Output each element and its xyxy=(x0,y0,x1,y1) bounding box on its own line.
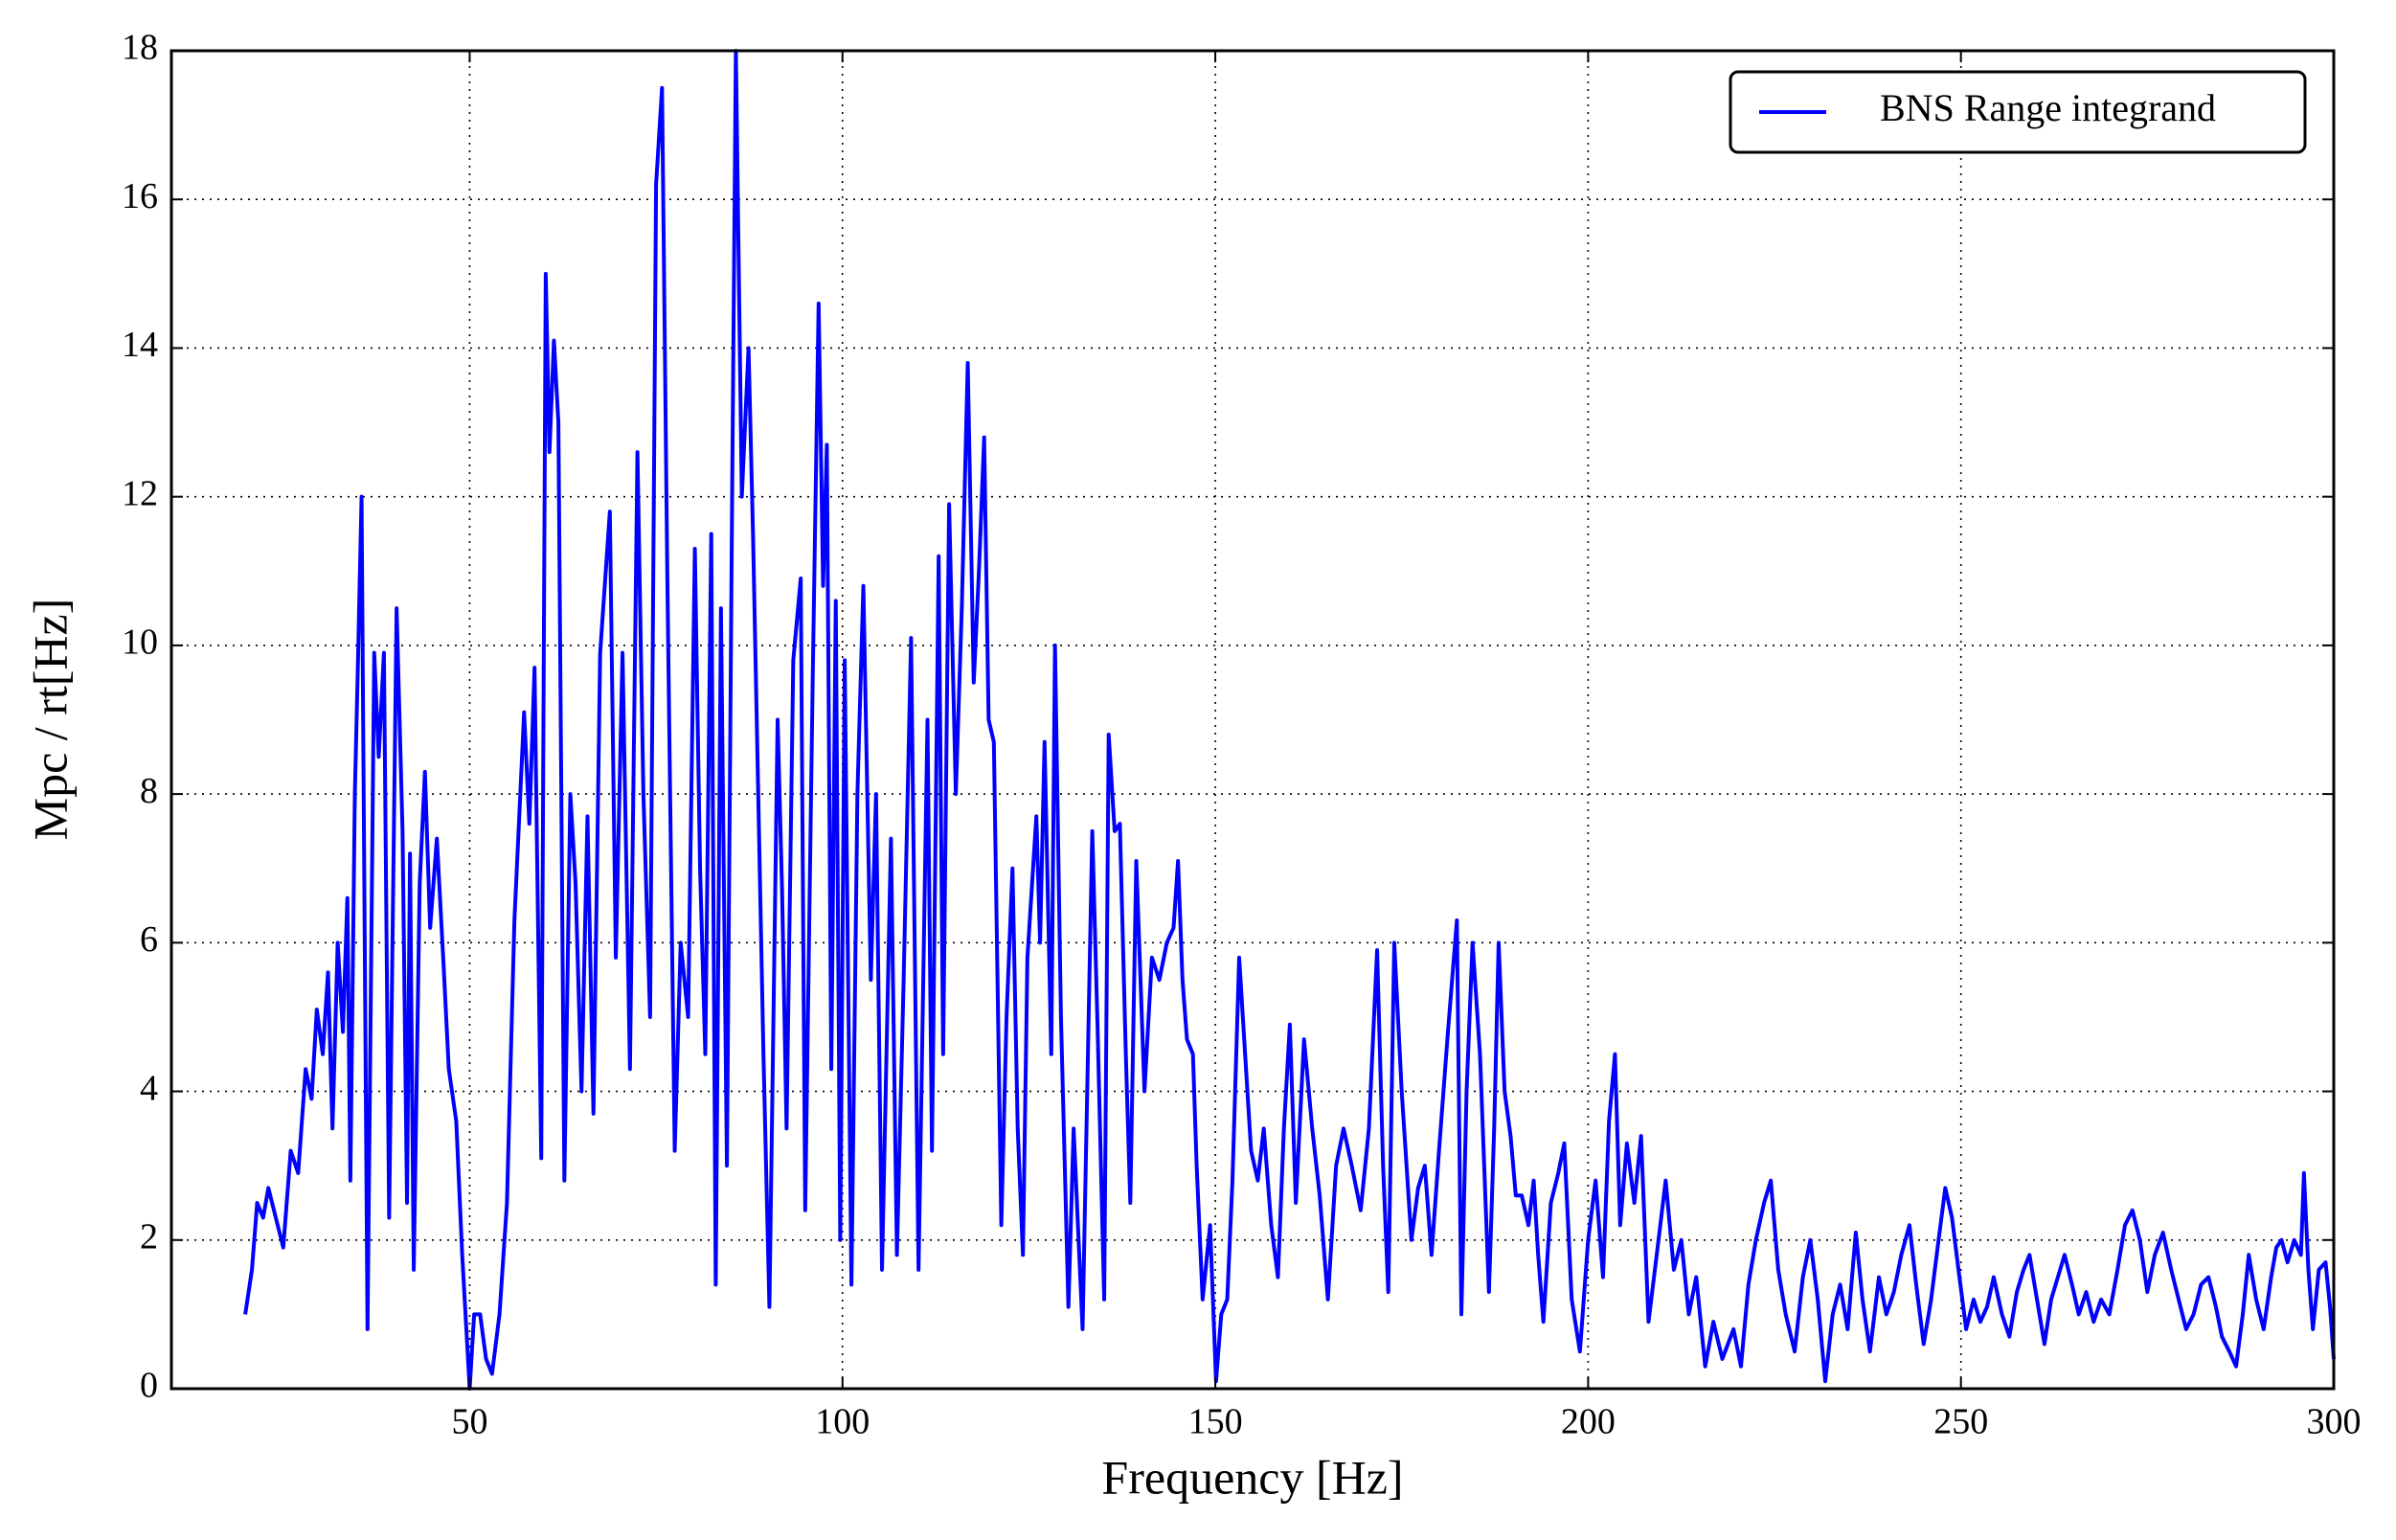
y-tick-label: 14 xyxy=(122,325,158,365)
y-tick-label: 18 xyxy=(122,28,158,68)
x-tick-label: 200 xyxy=(1561,1402,1616,1442)
x-tick-label: 150 xyxy=(1188,1402,1243,1442)
x-tick-label: 50 xyxy=(451,1402,487,1442)
y-tick-label: 4 xyxy=(140,1068,158,1108)
legend-box xyxy=(1729,70,2307,154)
x-tick-label: 250 xyxy=(1933,1402,1988,1442)
legend: BNS Range integrand xyxy=(1729,70,2307,154)
legend-label: BNS Range integrand xyxy=(1880,86,2216,129)
y-tick-label: 16 xyxy=(122,176,158,216)
x-tick-label: 100 xyxy=(815,1402,870,1442)
y-tick-label: 0 xyxy=(140,1366,158,1406)
y-tick-label: 2 xyxy=(140,1216,158,1257)
y-tick-label: 12 xyxy=(122,473,158,513)
data-line xyxy=(243,49,2336,1391)
plot-frame xyxy=(170,49,2336,1391)
y-tick-label: 10 xyxy=(122,623,158,663)
y-tick-label: 8 xyxy=(140,771,158,811)
x-tick-label: 300 xyxy=(2307,1402,2362,1442)
y-tick-label: 6 xyxy=(140,919,158,960)
x-axis-label: Frequency [Hz] xyxy=(1101,1450,1403,1504)
y-axis-label: Mpc / rt[Hz] xyxy=(23,599,77,841)
